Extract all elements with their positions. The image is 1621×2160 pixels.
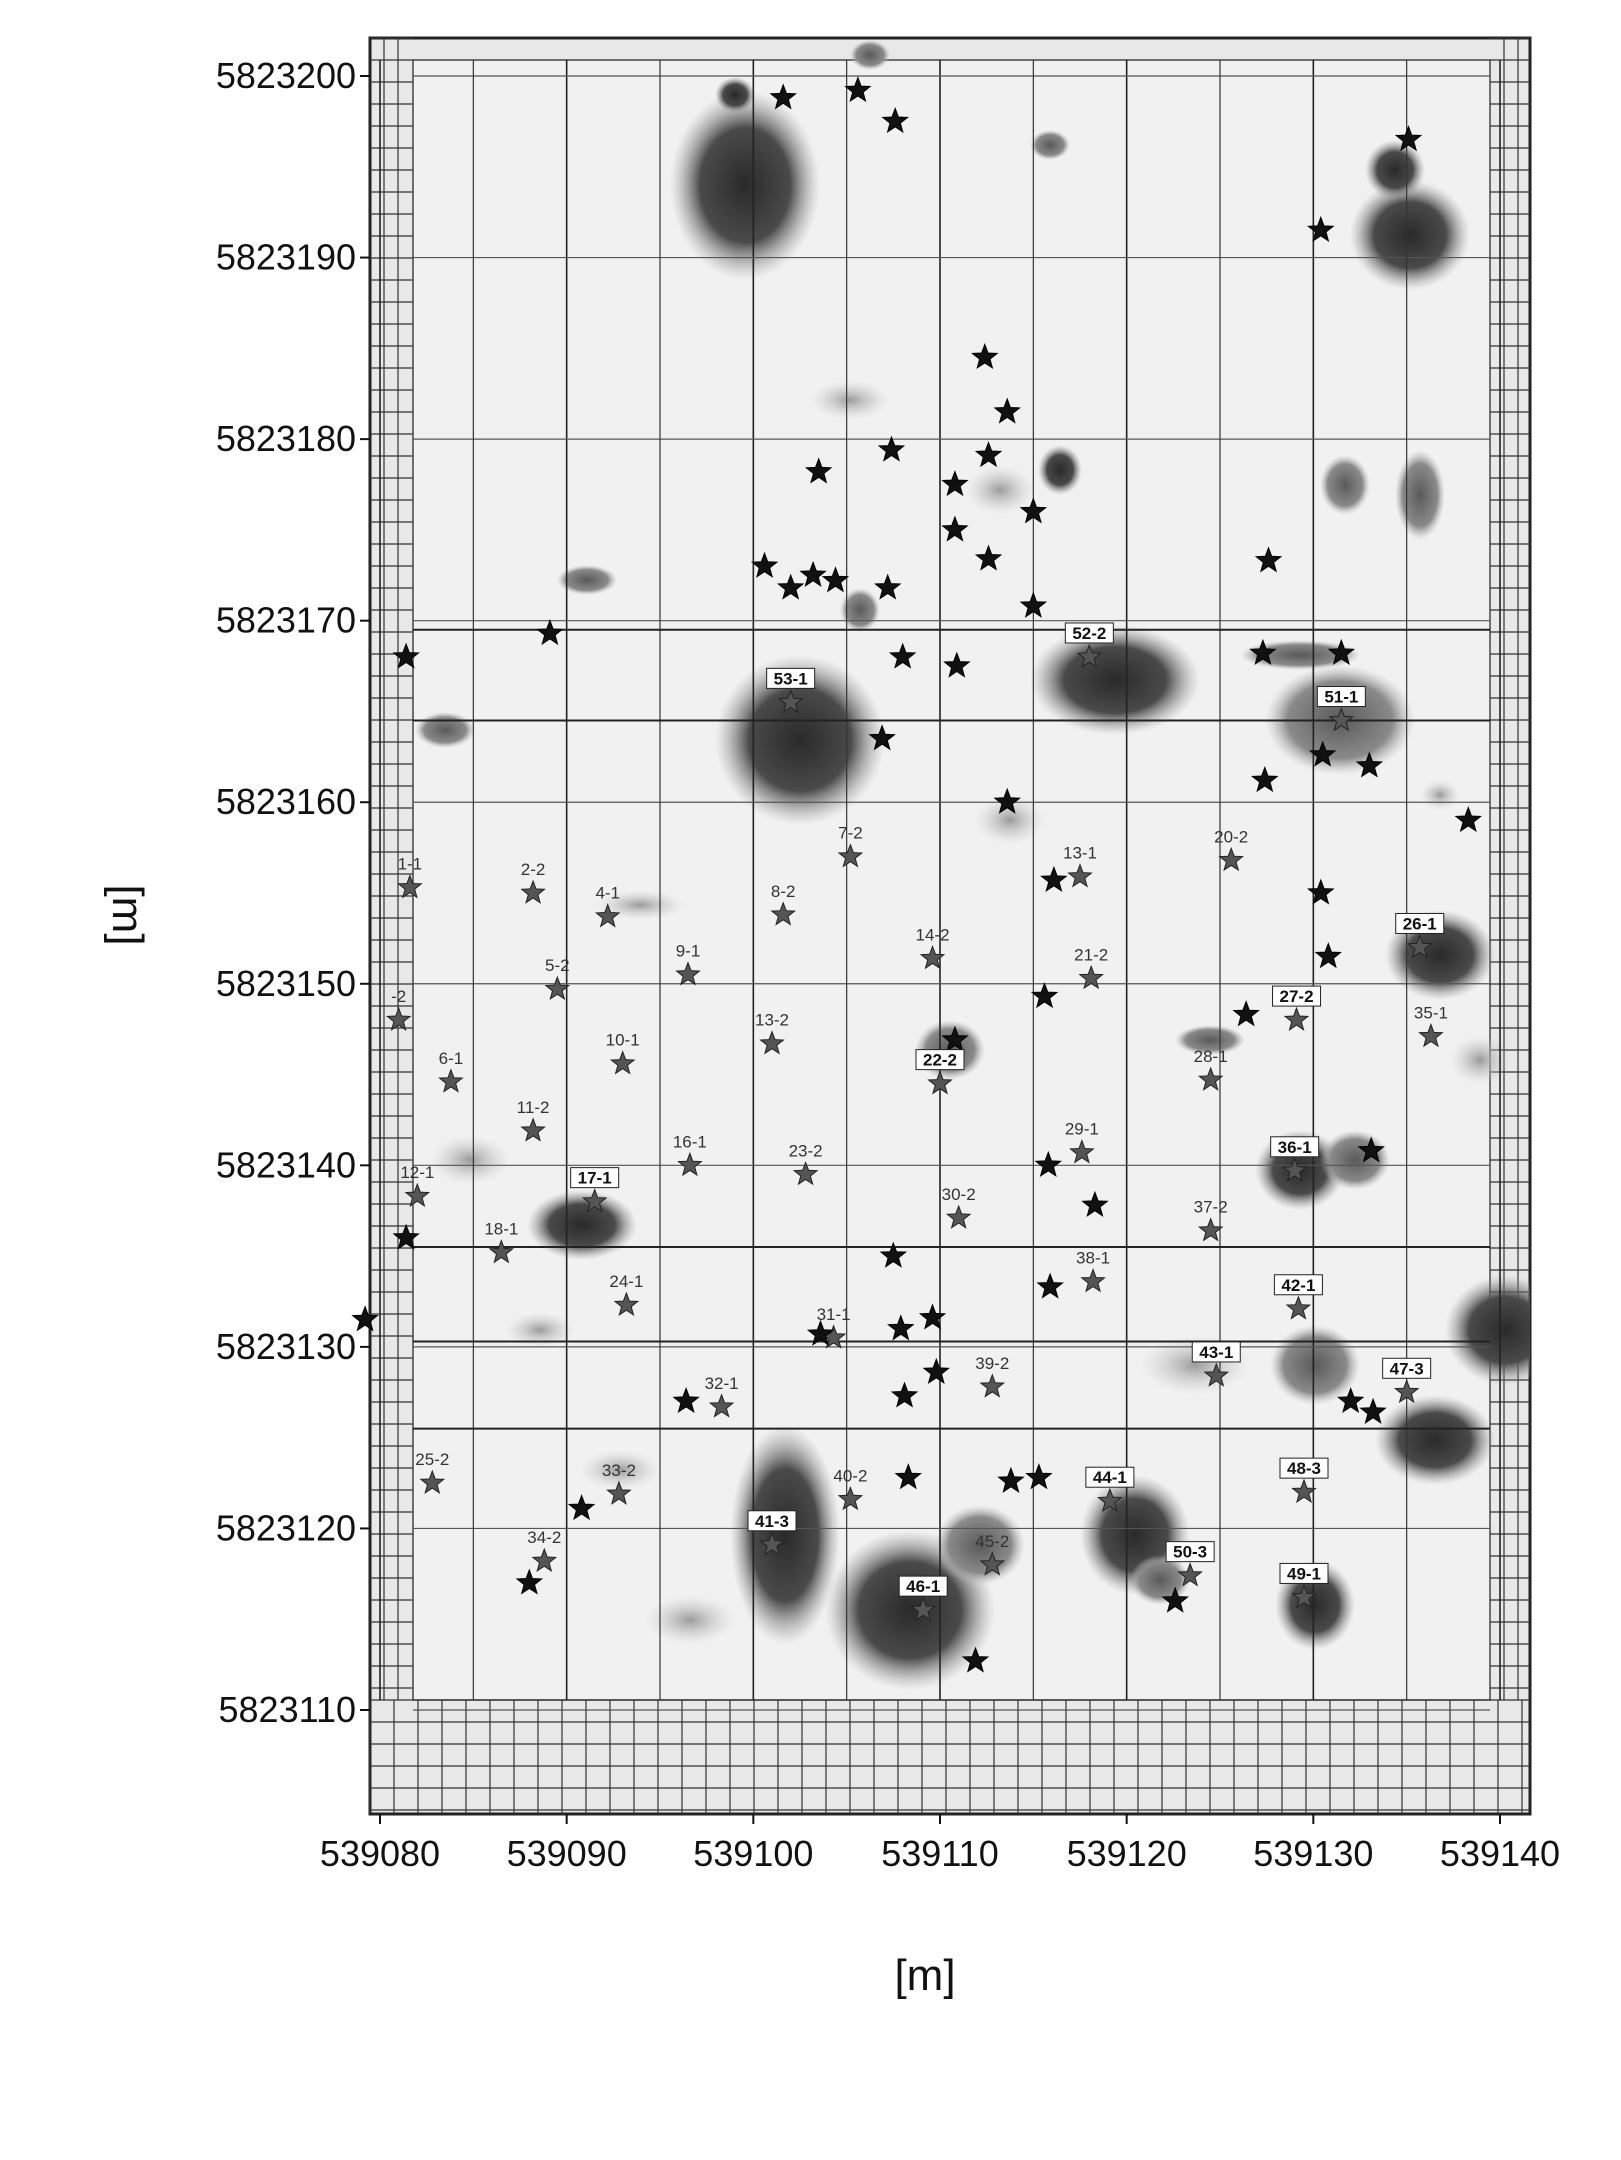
point-label: 49-1 — [1287, 1564, 1321, 1583]
y-tick-label: 5823110 — [219, 1689, 356, 1730]
point-label: 2-2 — [521, 860, 546, 879]
anomaly-blob — [415, 712, 475, 748]
point-label: 18-1 — [484, 1219, 518, 1238]
y-tick-label: 5823140 — [216, 1144, 356, 1185]
x-tick-label: 539080 — [320, 1833, 440, 1874]
anomaly-blob — [715, 77, 755, 113]
y-axis-title: [m] — [103, 884, 152, 945]
anomaly-blob — [1320, 455, 1370, 515]
y-tick-label: 5823120 — [216, 1507, 356, 1548]
anomaly-blob — [1395, 450, 1445, 540]
point-label: 39-2 — [975, 1354, 1009, 1373]
point-label: 21-2 — [1074, 945, 1108, 964]
point-label: 41-3 — [755, 1512, 789, 1531]
x-axis-title: [m] — [894, 1951, 955, 2000]
y-tick-label: 5823170 — [216, 600, 356, 641]
point-label: 7-2 — [838, 824, 863, 843]
y-tick-label: 5823200 — [216, 55, 356, 96]
point-label: 5-2 — [545, 956, 570, 975]
point-label: 45-2 — [975, 1532, 1009, 1551]
point-label: 46-1 — [906, 1577, 940, 1596]
y-tick-label: 5823180 — [216, 418, 356, 459]
point-label: 29-1 — [1065, 1120, 1099, 1139]
point-label: -2 — [391, 987, 406, 1006]
y-tick-label: 5823160 — [216, 781, 356, 822]
point-label: 32-1 — [705, 1374, 739, 1393]
x-tick-label: 539120 — [1067, 1833, 1187, 1874]
anomaly-blob — [1030, 130, 1070, 160]
map-area — [413, 60, 1490, 1700]
anomaly-blob — [1420, 780, 1460, 810]
point-label: 1-1 — [398, 855, 423, 874]
point-label: 37-2 — [1194, 1198, 1228, 1217]
point-label: 47-3 — [1390, 1359, 1424, 1378]
point-label: 9-1 — [676, 942, 701, 961]
anomaly-blob — [505, 1312, 575, 1348]
x-tick-label: 539110 — [881, 1833, 998, 1874]
anomaly-blob — [1450, 1035, 1510, 1085]
point-label: 48-3 — [1287, 1459, 1321, 1478]
anomaly-blob — [810, 380, 890, 420]
x-tick-label: 539130 — [1253, 1833, 1373, 1874]
point-label: 38-1 — [1076, 1249, 1110, 1268]
point-label: 28-1 — [1194, 1047, 1228, 1066]
anomaly-blob — [1038, 445, 1082, 495]
point-label: 34-2 — [527, 1528, 561, 1547]
point-label: 35-1 — [1414, 1003, 1448, 1022]
x-tick-label: 539090 — [507, 1833, 627, 1874]
point-label: 52-2 — [1072, 624, 1106, 643]
anomaly-blob — [527, 1190, 637, 1260]
point-label: 26-1 — [1403, 914, 1437, 933]
point-label: 17-1 — [578, 1169, 612, 1188]
point-label: 27-2 — [1280, 987, 1314, 1006]
point-label: 36-1 — [1278, 1138, 1312, 1157]
anomaly-blob — [840, 588, 880, 632]
point-label: 25-2 — [415, 1450, 449, 1469]
anomaly-blob — [1030, 625, 1200, 735]
point-label: 24-1 — [609, 1272, 643, 1291]
point-label: 11-2 — [517, 1098, 550, 1117]
y-tick-label: 5823150 — [216, 963, 356, 1004]
y-tick-label: 5823190 — [216, 237, 356, 278]
y-tick-label: 5823130 — [216, 1326, 356, 1367]
anomaly-blob — [1320, 1130, 1390, 1190]
point-label: 50-3 — [1173, 1543, 1207, 1562]
anomaly-blob — [670, 90, 820, 280]
anomaly-blob — [645, 1595, 735, 1645]
point-label: 43-1 — [1199, 1343, 1233, 1362]
point-label: 33-2 — [602, 1461, 636, 1480]
y-axis-ticks: 5823110 5823120 5823130 5823140 5823150 58231… — [216, 55, 370, 1730]
point-label: 40-2 — [833, 1466, 867, 1485]
point-label: 30-2 — [942, 1185, 976, 1204]
anomaly-blob — [1445, 1275, 1565, 1385]
point-label: 13-2 — [755, 1011, 789, 1030]
anomaly-blob — [1375, 1395, 1495, 1485]
point-label: 20-2 — [1214, 827, 1248, 846]
x-tick-label: 539100 — [693, 1833, 813, 1874]
point-label: 44-1 — [1093, 1468, 1127, 1487]
point-label: 12-1 — [400, 1163, 434, 1182]
anomaly-blob — [850, 40, 890, 70]
point-label: 42-1 — [1281, 1276, 1315, 1295]
point-label: 51-1 — [1324, 688, 1358, 707]
point-label: 8-2 — [771, 882, 796, 901]
point-label: 13-1 — [1063, 844, 1097, 863]
point-label: 4-1 — [595, 884, 620, 903]
x-axis-ticks: 539080 539090 539100 539110 539120 539130 5391… — [320, 1814, 1560, 1874]
point-label: 31-1 — [817, 1305, 851, 1324]
anomaly-blob — [1270, 1325, 1360, 1405]
point-label: 23-2 — [789, 1141, 823, 1160]
point-label: 6-1 — [439, 1049, 464, 1068]
point-label: 22-2 — [923, 1051, 957, 1070]
point-label: 16-1 — [673, 1132, 707, 1151]
anomaly-blob — [430, 1135, 510, 1185]
anomaly-blob — [1350, 180, 1470, 290]
x-tick-label: 539140 — [1440, 1833, 1560, 1874]
point-label: 14-2 — [916, 925, 950, 944]
point-label: 53-1 — [774, 669, 808, 688]
anomaly-blob — [730, 1425, 840, 1645]
point-label: 10-1 — [606, 1031, 640, 1050]
